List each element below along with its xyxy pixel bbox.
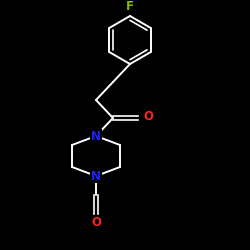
Text: O: O bbox=[91, 216, 101, 230]
Text: N: N bbox=[91, 170, 101, 182]
Text: O: O bbox=[143, 110, 153, 122]
Text: N: N bbox=[91, 130, 101, 142]
Text: F: F bbox=[126, 0, 134, 14]
